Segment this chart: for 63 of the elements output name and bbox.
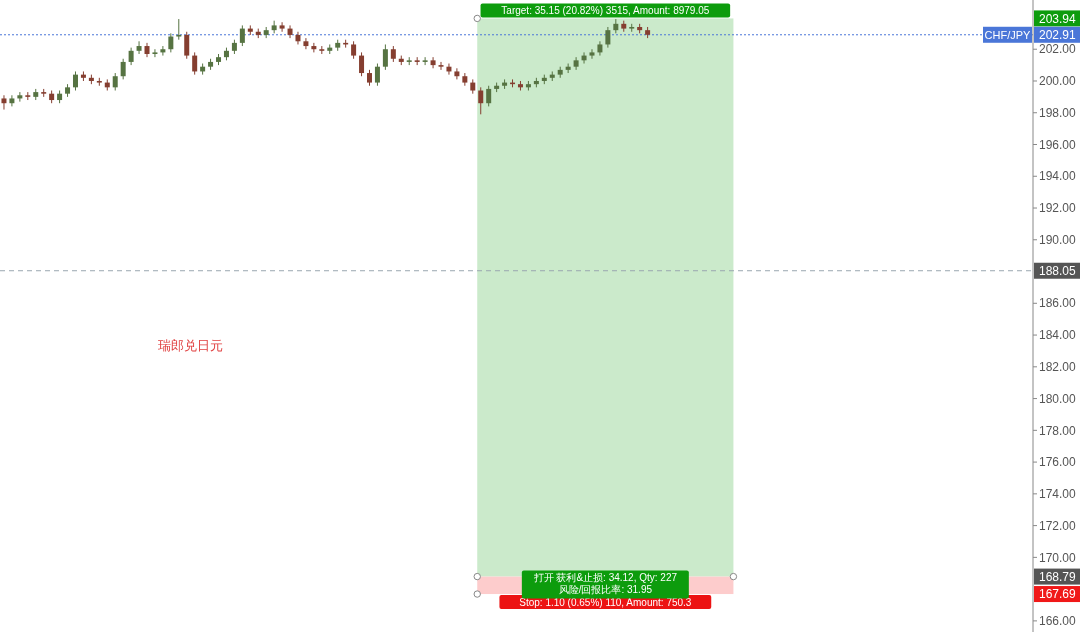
candlestick bbox=[295, 31, 301, 45]
candlestick bbox=[438, 61, 444, 71]
candlestick bbox=[374, 63, 380, 87]
candlestick bbox=[311, 42, 317, 53]
annotation: 打开 获利&止损: 34.12, Qty: 227 bbox=[532, 571, 678, 583]
candlestick bbox=[605, 26, 611, 49]
candlestick bbox=[303, 37, 309, 50]
y-tick-label: 180.00 bbox=[1039, 391, 1077, 406]
candlestick bbox=[462, 72, 468, 87]
band-label: Stop: 1.10 (0.65%) 110, Amount: 750.3 bbox=[519, 596, 692, 608]
candlestick bbox=[9, 94, 15, 107]
candlestick bbox=[239, 24, 245, 47]
y-tick-label: 168.79 bbox=[1039, 569, 1077, 584]
candlestick bbox=[176, 18, 182, 41]
annotation: 风险/回报比率: 31.95 bbox=[558, 583, 653, 595]
y-tick-label: 172.00 bbox=[1039, 518, 1077, 533]
candlestick bbox=[192, 51, 198, 76]
candlestick bbox=[136, 40, 142, 55]
candlestick bbox=[152, 48, 158, 58]
y-tick-label: 196.00 bbox=[1039, 137, 1077, 152]
candlestick bbox=[279, 21, 285, 33]
y-tick-label: 186.00 bbox=[1039, 296, 1077, 311]
ref-line-label: CHF/JPY bbox=[984, 28, 1032, 41]
y-tick-label: 194.00 bbox=[1039, 169, 1077, 184]
y-tick-label: 203.94 bbox=[1039, 11, 1077, 26]
candlestick bbox=[478, 86, 484, 115]
candlestick bbox=[573, 56, 579, 71]
candlestick bbox=[17, 91, 23, 103]
candlestick bbox=[184, 31, 190, 60]
candlestick bbox=[271, 20, 277, 34]
candlestick bbox=[422, 56, 428, 66]
candlestick bbox=[359, 51, 365, 77]
y-tick-label: 184.00 bbox=[1039, 328, 1077, 343]
candlestick bbox=[486, 85, 492, 107]
y-tick-label: 166.00 bbox=[1039, 614, 1077, 629]
candlestick bbox=[454, 67, 460, 80]
candlestick bbox=[382, 43, 388, 71]
y-tick-label: 190.00 bbox=[1039, 232, 1077, 247]
y-tick-label: 178.00 bbox=[1039, 423, 1077, 438]
candlestick bbox=[589, 48, 595, 60]
y-tick-label: 198.00 bbox=[1039, 105, 1077, 120]
candlestick bbox=[72, 70, 78, 92]
y-tick-label: 176.00 bbox=[1039, 455, 1077, 470]
candlestick bbox=[287, 24, 293, 39]
candlestick bbox=[160, 45, 166, 57]
y-tick-label: 188.05 bbox=[1039, 263, 1077, 278]
y-tick-label: 170.00 bbox=[1039, 550, 1077, 565]
candlestick bbox=[430, 56, 436, 69]
y-tick-label: 182.00 bbox=[1039, 360, 1077, 375]
y-tick-label: 200.00 bbox=[1039, 74, 1077, 89]
band-label: Target: 35.15 (20.82%) 3515, Amount: 8979.05 bbox=[501, 4, 710, 16]
y-tick-label: 202.00 bbox=[1039, 42, 1077, 57]
y-tick-label: 192.00 bbox=[1039, 201, 1077, 216]
y-tick-label: 167.69 bbox=[1039, 587, 1077, 602]
annotation: 瑞郎兑日元 bbox=[157, 338, 223, 353]
label-tag: Target: 35.15 (20.82%) 3515, Amount: 8979.05 bbox=[480, 3, 731, 18]
candlestick bbox=[597, 40, 603, 57]
label-tag: 打开 获利&止损: 34.12, Qty: 227 风险/回报比率: 31.95 bbox=[521, 570, 689, 599]
candlestick bbox=[1, 94, 7, 111]
y-tick-label: 174.00 bbox=[1039, 487, 1077, 502]
candlestick bbox=[168, 32, 174, 53]
candlestick bbox=[120, 58, 126, 80]
y-tick-label: 202.91 bbox=[1039, 27, 1077, 42]
